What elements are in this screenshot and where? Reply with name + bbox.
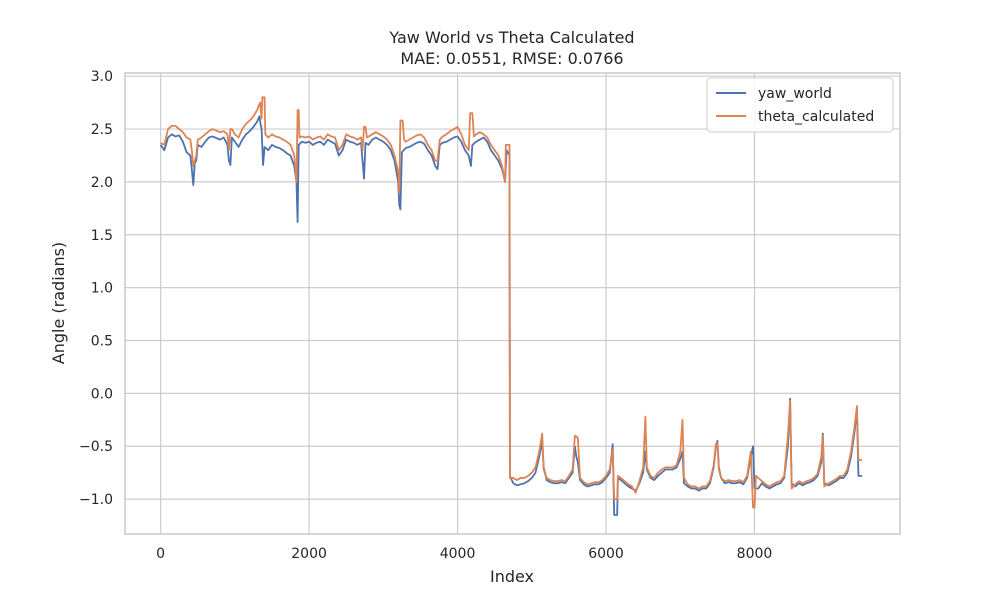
y-tick-label: −0.5 <box>79 439 113 455</box>
x-axis-ticks: 0 2000 4000 6000 8000 <box>156 546 772 562</box>
y-tick-label: 2.5 <box>91 122 113 138</box>
chart-title: Yaw World vs Theta Calculated <box>388 28 634 47</box>
grid <box>125 73 900 534</box>
legend: yaw_world theta_calculated <box>706 77 894 133</box>
chart-subtitle: MAE: 0.0551, RMSE: 0.0766 <box>400 49 623 68</box>
x-tick-label: 8000 <box>737 546 773 562</box>
legend-label-yaw-world: yaw_world <box>758 86 832 102</box>
x-tick-label: 2000 <box>291 546 327 562</box>
y-axis-ticks: −1.0 −0.5 0.0 0.5 1.0 1.5 2.0 2.5 3.0 <box>79 69 113 508</box>
x-tick-label: 4000 <box>440 546 476 562</box>
y-tick-label: 1.0 <box>91 281 113 297</box>
y-axis-label: Angle (radians) <box>49 242 68 364</box>
y-tick-label: 0.5 <box>91 334 113 350</box>
y-tick-label: 3.0 <box>91 69 113 85</box>
x-tick-label: 0 <box>156 546 165 562</box>
y-tick-label: 0.0 <box>91 386 113 402</box>
x-tick-label: 6000 <box>588 546 624 562</box>
x-axis-label: Index <box>490 567 534 586</box>
y-tick-label: 2.0 <box>91 175 113 191</box>
y-tick-label: 1.5 <box>91 228 113 244</box>
series-line-yaw-world <box>159 115 863 516</box>
y-tick-label: −1.0 <box>79 492 113 508</box>
series-layer <box>159 96 863 516</box>
legend-box <box>706 77 894 133</box>
series-line-theta-calculated <box>160 96 863 509</box>
plot-frame <box>124 72 901 535</box>
legend-label-theta-calculated: theta_calculated <box>758 109 874 125</box>
